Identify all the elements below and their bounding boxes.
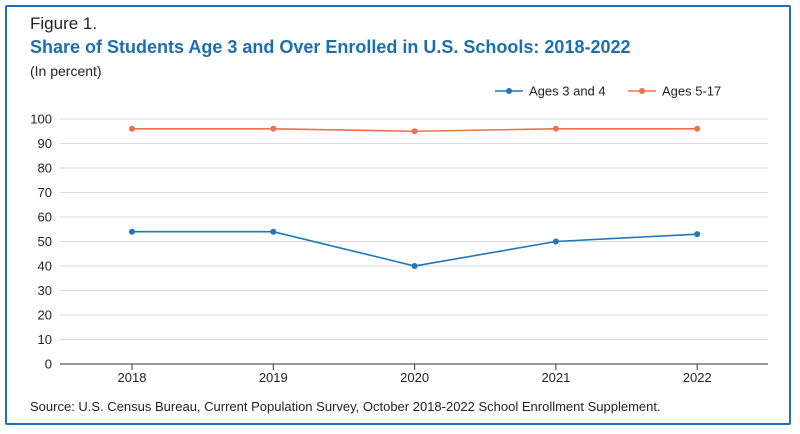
y-tick-label: 100 (30, 112, 52, 127)
y-tick-label: 20 (38, 308, 52, 323)
chart-title: Share of Students Age 3 and Over Enrolle… (30, 37, 631, 57)
data-point (270, 125, 277, 132)
x-tick-label: 2018 (118, 370, 147, 385)
data-point (129, 228, 135, 235)
legend-label: Ages 5-17 (662, 84, 721, 99)
legend-marker (639, 88, 645, 94)
x-tick-label: 2020 (400, 370, 429, 385)
data-point (552, 238, 559, 245)
data-point (694, 231, 701, 238)
x-tick-label: 2022 (683, 370, 712, 385)
y-tick-label: 90 (38, 136, 52, 151)
data-point (694, 125, 701, 132)
chart-subtitle: (In percent) (30, 63, 102, 79)
y-tick-label: 0 (45, 357, 52, 372)
y-tick-label: 40 (38, 259, 52, 274)
legend-marker (506, 88, 512, 94)
figure-frame (5, 5, 791, 425)
x-tick-label: 2019 (259, 370, 288, 385)
data-point (411, 128, 418, 135)
figure-label: Figure 1. (30, 14, 98, 33)
data-point (411, 263, 418, 269)
y-tick-label: 30 (38, 283, 52, 298)
x-tick-label: 2021 (541, 370, 570, 385)
series-line (132, 230, 698, 267)
data-point (270, 228, 277, 235)
legend-label: Ages 3 and 4 (529, 84, 606, 99)
data-point (552, 125, 559, 132)
y-tick-label: 70 (38, 185, 52, 200)
data-point (129, 125, 135, 132)
y-tick-label: 50 (38, 234, 52, 249)
y-tick-label: 60 (38, 210, 52, 225)
source-note: Source: U.S. Census Bureau, Current Popu… (30, 399, 661, 414)
y-tick-label: 80 (38, 161, 52, 176)
y-tick-label: 10 (38, 332, 52, 347)
